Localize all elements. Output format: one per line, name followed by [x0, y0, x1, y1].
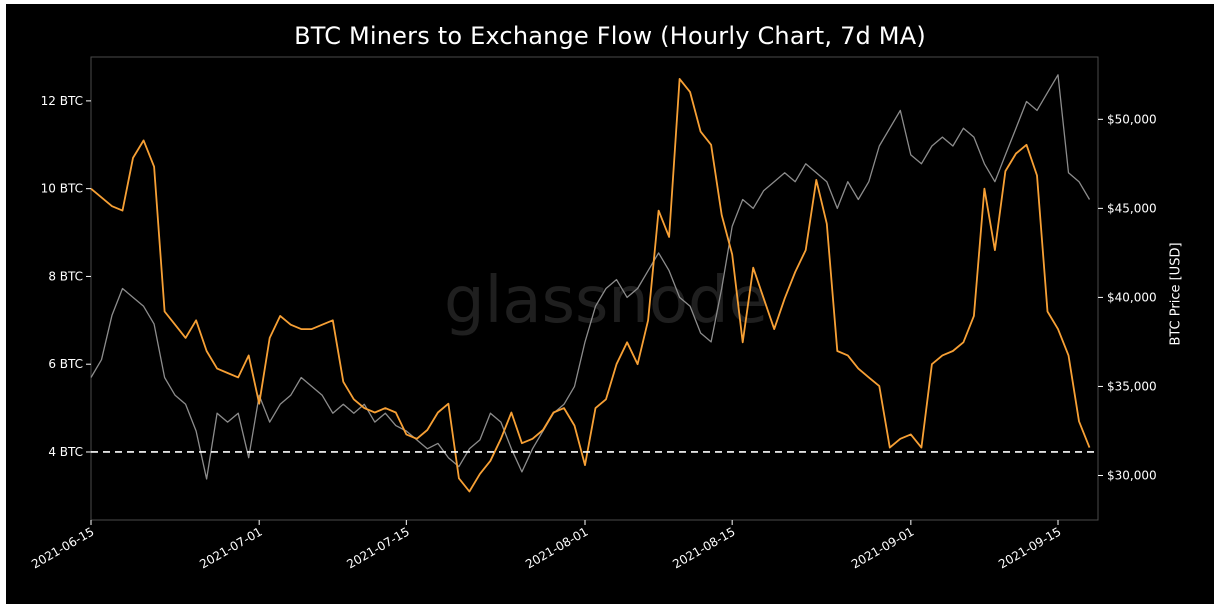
right-axis-label: BTC Price [USD]: [1168, 242, 1184, 346]
left-axis-tick-label: 4 BTC: [48, 445, 83, 459]
right-axis-tick-label: $45,000: [1107, 201, 1157, 215]
chart-frame: glassnode 4 BTC 6 BTC 8 BTC 10 BTC 12 BTC $30…: [6, 4, 1214, 604]
left-axis-tick-label: 6 BTC: [48, 357, 83, 371]
btc-price-line: [90, 74, 1091, 480]
x-axis-tick-label: 2021-08-15: [670, 524, 737, 571]
right-axis-tick-label: $50,000: [1107, 112, 1157, 126]
plot-area: [90, 56, 1099, 521]
right-axis-tick-label: $35,000: [1107, 379, 1157, 393]
right-axis-tick-label: $40,000: [1107, 290, 1157, 304]
miners-flow-line: [90, 78, 1091, 493]
x-axis-tick-label: 2021-06-15: [29, 524, 96, 571]
left-axis-tick-label: 12 BTC: [41, 94, 83, 108]
left-axis-tick-label: 10 BTC: [41, 182, 83, 196]
x-axis-tick-label: 2021-07-15: [344, 524, 411, 571]
x-axis-tick-label: 2021-07-01: [197, 524, 264, 571]
x-axis-tick-label: 2021-09-15: [996, 524, 1063, 571]
x-axis-tick-label: 2021-08-01: [523, 524, 590, 571]
left-axis-tick-label: 8 BTC: [48, 269, 83, 283]
x-axis-tick-label: 2021-09-01: [849, 524, 916, 571]
right-axis-tick-label: $30,000: [1107, 468, 1157, 482]
chart-title: BTC Miners to Exchange Flow (Hourly Char…: [294, 22, 926, 50]
